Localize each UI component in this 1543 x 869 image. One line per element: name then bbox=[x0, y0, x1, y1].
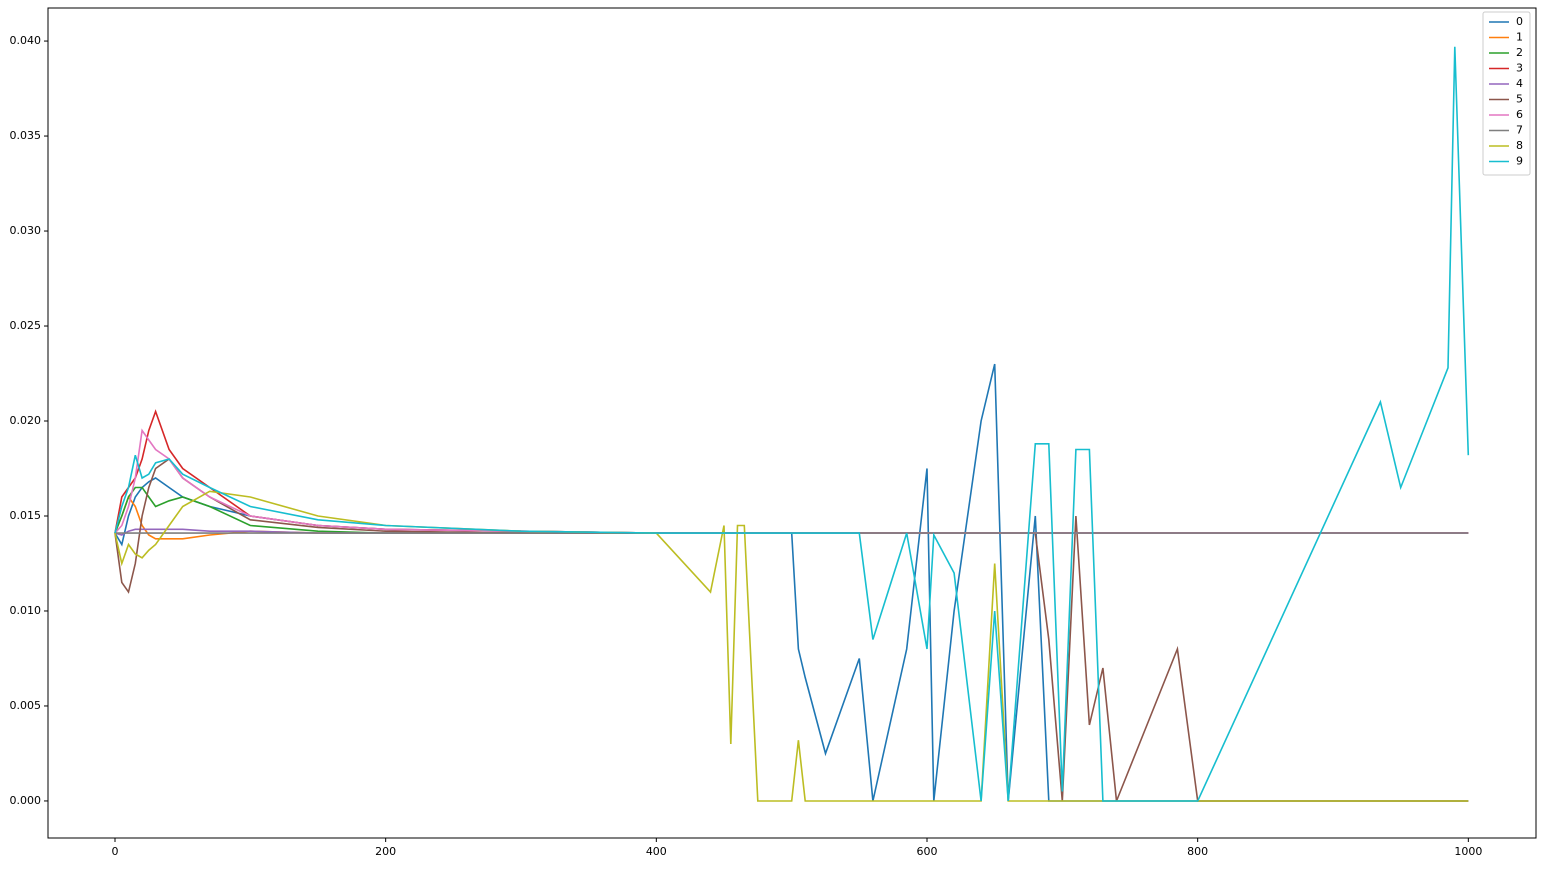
y-tick-label: 0.040 bbox=[10, 34, 42, 47]
x-tick-label: 400 bbox=[646, 845, 667, 858]
legend-label: 9 bbox=[1516, 155, 1523, 168]
legend-label: 7 bbox=[1516, 124, 1523, 137]
series-line bbox=[114, 428, 1469, 534]
legend-label: 5 bbox=[1516, 93, 1523, 106]
x-tick-label: 800 bbox=[1187, 845, 1208, 858]
legend-label: 8 bbox=[1516, 139, 1523, 152]
y-tick-label: 0.035 bbox=[10, 129, 42, 142]
y-tick-label: 0.015 bbox=[10, 509, 42, 522]
y-tick-label: 0.025 bbox=[10, 319, 42, 332]
legend-label: 1 bbox=[1516, 31, 1523, 44]
y-tick-label: 0.010 bbox=[10, 604, 42, 617]
y-tick-label: 0.000 bbox=[10, 794, 42, 807]
series-line bbox=[114, 46, 1470, 802]
series-line bbox=[114, 409, 1469, 534]
x-tick-label: 0 bbox=[111, 845, 118, 858]
y-tick-label: 0.020 bbox=[10, 414, 42, 427]
legend-label: 6 bbox=[1516, 108, 1523, 121]
x-tick-label: 600 bbox=[916, 845, 937, 858]
y-tick-label: 0.005 bbox=[10, 699, 42, 712]
legend-label: 0 bbox=[1516, 15, 1523, 28]
legend-label: 2 bbox=[1516, 46, 1523, 59]
series-line bbox=[114, 363, 1469, 802]
plot-frame bbox=[47, 7, 1537, 839]
series-line bbox=[114, 457, 1469, 802]
legend-label: 3 bbox=[1516, 62, 1523, 75]
x-tick-label: 200 bbox=[375, 845, 396, 858]
y-tick-label: 0.030 bbox=[10, 224, 42, 237]
legend-label: 4 bbox=[1516, 77, 1523, 90]
x-tick-label: 1000 bbox=[1454, 845, 1482, 858]
